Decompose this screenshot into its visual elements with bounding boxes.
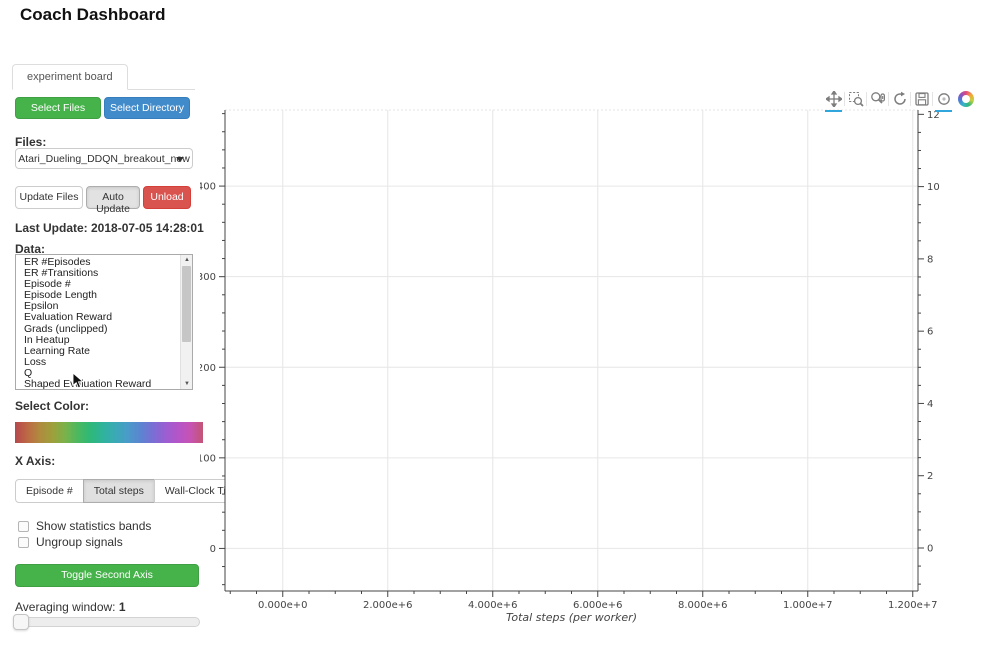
svg-text:2: 2 — [927, 471, 933, 482]
toolbar-separator — [932, 92, 933, 106]
data-signal-option[interactable]: Evaluation Reward — [24, 311, 113, 324]
ungroup-signals-label: Ungroup signals — [36, 535, 123, 549]
svg-text:0.000e+0: 0.000e+0 — [258, 600, 308, 611]
plot-canvas[interactable]: 0.000e+0 2.000e+6 4.000e+6 6.000e+6 8.000e+6… — [197, 85, 1000, 645]
averaging-window-label: Averaging window: 1 — [15, 600, 126, 614]
slider-handle[interactable] — [13, 614, 29, 630]
files-label: Files: — [15, 135, 47, 149]
show-statistics-bands-row: Show statistics bands — [18, 519, 151, 533]
tab-bar: experiment board — [12, 63, 195, 90]
data-label: Data: — [15, 242, 46, 256]
tab-experiment-board[interactable]: experiment board — [12, 64, 128, 90]
hover-tool-icon[interactable] — [934, 90, 953, 112]
svg-text:0: 0 — [210, 544, 216, 555]
update-files-button[interactable]: Update Files — [15, 186, 83, 209]
svg-text:8: 8 — [927, 254, 933, 265]
select-files-button[interactable]: Select Files — [15, 97, 101, 119]
data-signal-option[interactable]: Shaped Evaluation Reward — [24, 378, 152, 390]
svg-text:1.000e+7: 1.000e+7 — [783, 600, 833, 611]
svg-text:6: 6 — [927, 327, 933, 338]
svg-text:2.000e+6: 2.000e+6 — [363, 600, 413, 611]
x-axis-option-episode-[interactable]: Episode # — [15, 479, 84, 503]
svg-text:100: 100 — [200, 453, 216, 464]
data-signal-listbox[interactable]: ER #Episodes ER #Transitions Episode # Epis… — [15, 254, 193, 390]
unload-button[interactable]: Unload — [143, 186, 191, 209]
select-color-label: Select Color: — [15, 399, 90, 413]
data-signal-option[interactable]: Learning Rate — [24, 344, 90, 357]
data-signal-option[interactable]: Episode # — [24, 278, 71, 291]
listbox-scrollbar[interactable]: ▲ ▼ — [180, 255, 192, 389]
x-axis-label: X Axis: — [15, 454, 56, 468]
last-update-text: Last Update: 2018-07-05 14:28:01 — [15, 221, 204, 235]
x-axis-option-total-steps[interactable]: Total steps — [82, 479, 155, 503]
x-axis-button-group: Episode # Total steps Wall-Clock Time — [15, 479, 252, 503]
data-signal-option[interactable]: Grads (unclipped) — [24, 322, 108, 335]
svg-text:4: 4 — [927, 399, 933, 410]
plot-panel: 0.000e+0 2.000e+6 4.000e+6 6.000e+6 8.000e+6… — [197, 85, 1000, 645]
box-zoom-tool-icon[interactable] — [846, 90, 865, 109]
svg-text:400: 400 — [200, 182, 216, 193]
scrollbar-thumb[interactable] — [182, 266, 191, 342]
averaging-window-value: 1 — [118, 600, 126, 614]
auto-update-button[interactable]: Auto Update — [86, 186, 140, 214]
file-select-value: Atari_Dueling_DDQN_breakout_new — [18, 152, 190, 165]
svg-text:1.200e+7: 1.200e+7 — [888, 600, 938, 611]
show-statistics-bands-checkbox[interactable] — [18, 520, 29, 532]
svg-text:Total steps (per worker): Total steps (per worker) — [506, 611, 637, 624]
data-signal-option[interactable]: In Heatup — [24, 333, 70, 346]
scrollbar-down-icon[interactable]: ▼ — [184, 381, 190, 387]
svg-text:12: 12 — [927, 110, 940, 121]
toolbar-separator — [888, 92, 889, 106]
svg-text:200: 200 — [200, 363, 216, 374]
svg-text:6.000e+6: 6.000e+6 — [573, 600, 623, 611]
toolbar-separator — [866, 92, 867, 106]
bokeh-logo-icon[interactable] — [958, 91, 974, 107]
toolbar-separator — [844, 92, 845, 106]
svg-text:10: 10 — [927, 182, 940, 193]
color-gradient-picker[interactable] — [15, 422, 203, 443]
svg-text:0: 0 — [927, 543, 933, 554]
reset-tool-icon[interactable] — [890, 90, 909, 109]
toggle-second-axis-button[interactable]: Toggle Second Axis — [15, 564, 199, 587]
pan-tool-icon[interactable] — [824, 90, 843, 112]
data-signal-option[interactable]: ER #Transitions — [24, 267, 99, 280]
svg-text:8.000e+6: 8.000e+6 — [678, 600, 728, 611]
averaging-window-slider[interactable] — [13, 614, 200, 630]
toolbar-separator — [910, 92, 911, 106]
plot-toolbar — [824, 88, 974, 112]
chevron-down-icon — [176, 157, 184, 162]
ungroup-signals-checkbox[interactable] — [18, 536, 29, 548]
data-signal-option[interactable]: Q — [24, 366, 33, 379]
wheel-zoom-tool-icon[interactable] — [868, 90, 887, 109]
page-title: Coach Dashboard — [20, 5, 166, 24]
svg-text:300: 300 — [200, 272, 216, 283]
data-signal-option[interactable]: Epsilon — [24, 300, 59, 313]
svg-text:4.000e+6: 4.000e+6 — [468, 600, 518, 611]
file-select-dropdown[interactable]: Atari_Dueling_DDQN_breakout_new — [15, 148, 193, 169]
data-signal-option[interactable]: ER #Episodes — [24, 256, 91, 268]
show-statistics-bands-label: Show statistics bands — [36, 519, 152, 533]
save-tool-icon[interactable] — [912, 90, 931, 109]
scrollbar-up-icon[interactable]: ▲ — [184, 257, 190, 263]
ungroup-signals-row: Ungroup signals — [18, 535, 123, 549]
data-signal-option[interactable]: Episode Length — [24, 289, 97, 302]
select-directory-button[interactable]: Select Directory — [104, 97, 190, 119]
data-signal-option[interactable]: Loss — [24, 355, 47, 368]
data-signal-list: ER #Episodes ER #Transitions Episode # Epis… — [16, 255, 192, 390]
